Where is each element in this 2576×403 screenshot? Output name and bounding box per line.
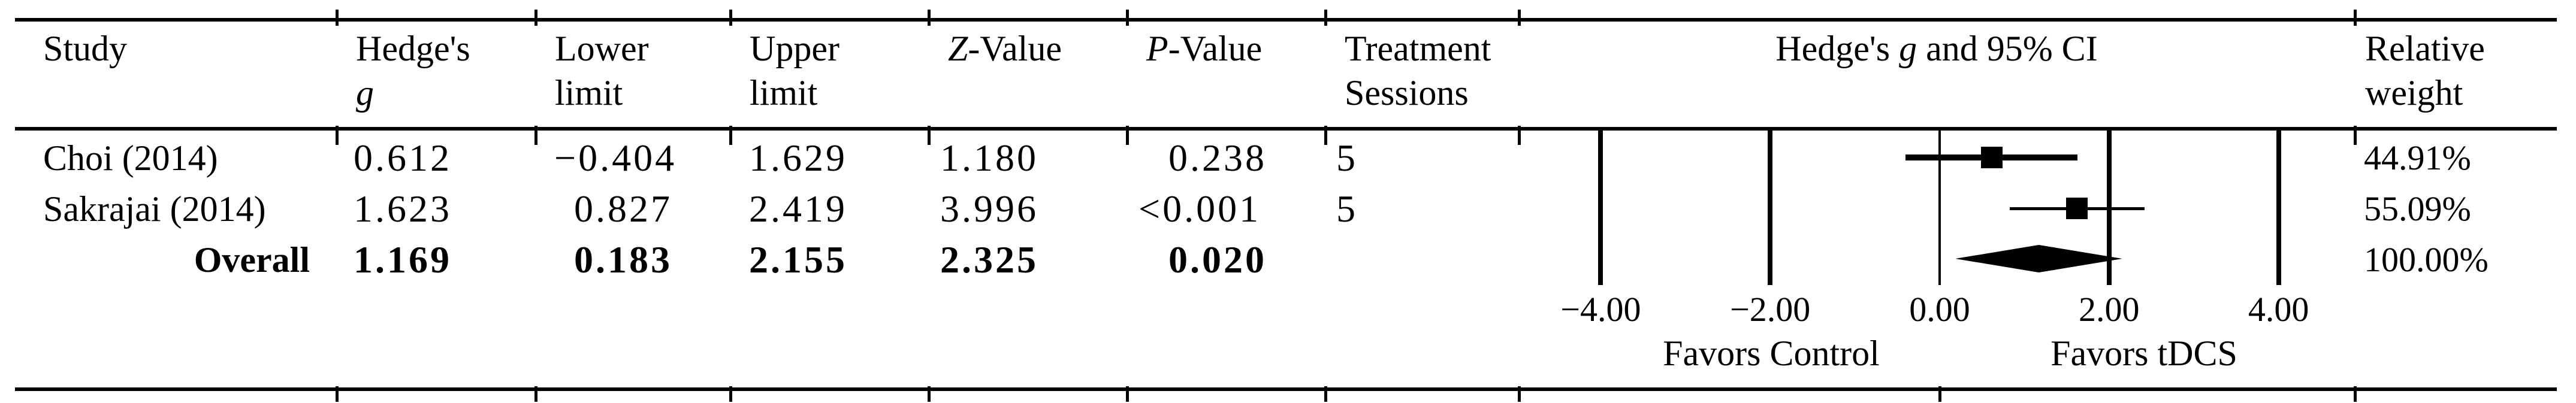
axis-tick-label: 0.00 [1909,290,1970,329]
axis-tick-label: −4.00 [1560,290,1641,329]
lower-limit-value: −0.404 [554,137,677,179]
table-header-rule [15,127,2557,131]
rule-column-tick [534,10,537,26]
relative-weight-value: 100.00% [2364,240,2489,279]
gridline-4 [2276,131,2281,285]
favors-tdcs-label: Favors tDCS [2050,334,2237,373]
overall-diamond [1955,245,2122,272]
rule-column-tick [336,10,339,26]
relative-weight-value: 55.09% [2364,189,2471,228]
z-value: 3.996 [940,187,1038,230]
rule-column-tick [534,386,537,402]
column-header-relative-weight: Relative weight [2365,29,2485,113]
axis-tick-label: −2.00 [1730,290,1811,329]
table-bottom-rule [15,387,2557,391]
effect-square [1980,147,2003,168]
rule-column-tick [928,10,931,26]
study-name: Sakrajai (2014) [43,189,266,229]
z-value: 1.180 [940,137,1038,179]
z-value: 2.325 [940,238,1038,281]
column-header-treatment-sessions: Treatment Sessions [1345,29,1491,113]
hedges-g-value: 1.169 [354,238,452,281]
lower-limit-value: 0.183 [574,238,672,281]
rule-column-tick [336,126,339,145]
rule-column-tick [1324,386,1327,402]
rule-column-tick [729,386,732,402]
rule-column-tick [2354,386,2357,402]
upper-limit-value: 2.155 [749,238,847,281]
effect-square [2066,198,2088,219]
favors-control-label: Favors Control [1663,334,1880,373]
rule-column-tick [729,10,732,26]
table-top-rule [15,18,2557,22]
p-value: 0.020 [1168,238,1267,281]
lower-limit-value: 0.827 [574,187,672,230]
axis-tick-label: 2.00 [2079,290,2140,329]
p-value: <0.001 [1138,187,1261,230]
rule-column-tick [1518,126,1521,145]
rule-column-tick [2354,10,2357,26]
rule-column-tick [1126,386,1129,402]
column-header-z-value: Z-Value [948,29,1062,68]
rule-column-tick [1518,10,1521,26]
column-header-upper-limit: Upper limit [750,29,839,113]
study-name: Choi (2014) [43,138,218,178]
rule-column-tick [1518,386,1521,402]
rule-column-tick [1126,126,1129,145]
rule-column-tick [2354,126,2357,145]
column-header-p-value: P-Value [1146,29,1263,68]
rule-column-tick [336,386,339,402]
study-name: Overall [194,240,310,280]
rule-column-tick [1324,126,1327,145]
treatment-sessions-value: 5 [1336,137,1358,179]
p-value: 0.238 [1168,137,1267,179]
rule-column-tick [1324,10,1327,26]
hedges-g-value: 0.612 [354,137,452,179]
column-header-lower-limit: Lower limit [555,29,649,113]
rule-column-tick [1938,386,1941,402]
rule-column-tick [928,386,931,402]
column-header-ci-plot: Hedge's g and 95% CI [1775,29,2098,68]
gridline--4 [1598,131,1603,285]
upper-limit-value: 1.629 [749,137,847,179]
hedges-g-value: 1.623 [354,187,452,230]
rule-column-tick [1126,10,1129,26]
axis-tick-label: 4.00 [2248,290,2309,329]
column-header-study: Study [43,29,128,68]
upper-limit-value: 2.419 [749,187,847,230]
gridline-0 [1938,131,1941,285]
rule-column-tick [729,126,732,145]
column-header-hedges-g: Hedge's g [356,29,470,113]
rule-column-tick [928,126,931,145]
gridline--2 [1768,131,1773,285]
treatment-sessions-value: 5 [1336,187,1358,230]
rule-column-tick [534,126,537,145]
relative-weight-value: 44.91% [2364,138,2471,177]
